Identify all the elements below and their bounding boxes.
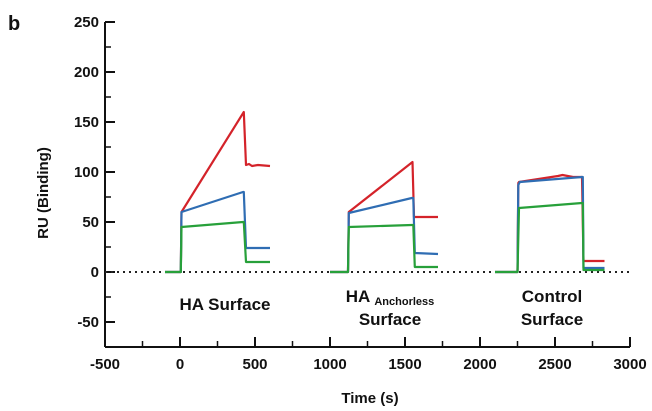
data-series <box>165 110 605 274</box>
y-tick-label: 0 <box>91 264 99 281</box>
x-tick-label: -500 <box>90 356 120 373</box>
y-tick-label: 150 <box>74 114 99 131</box>
blue-sensorgram-line <box>330 196 439 274</box>
y-tick-label: 200 <box>74 64 99 81</box>
blue-sensorgram-line <box>495 175 605 274</box>
green-sensorgram-line <box>495 201 605 274</box>
surface-label: HA Surface <box>179 295 270 314</box>
x-axis-title: Time (s) <box>341 390 398 407</box>
y-tick-label: 50 <box>82 214 99 231</box>
y-tick-label: 100 <box>74 164 99 181</box>
green-sensorgram-line <box>330 223 438 274</box>
surface-label-line2: Surface <box>359 310 421 329</box>
x-tick-label: 0 <box>176 356 184 373</box>
y-tick-label: 250 <box>74 14 99 31</box>
surface-label: HA Anchorless <box>346 287 435 308</box>
red-sensorgram-line <box>495 173 605 274</box>
x-tick-label: 2000 <box>463 356 496 373</box>
surface-label: Control <box>522 287 582 306</box>
surface-label-line2: Surface <box>521 310 583 329</box>
panel-label: b <box>8 13 20 35</box>
y-axis-title: RU (Binding) <box>35 147 52 239</box>
green-sensorgram-line <box>165 220 270 274</box>
y-tick-label: -50 <box>77 314 99 331</box>
red-sensorgram-line <box>330 160 438 274</box>
x-tick-label: 3000 <box>613 356 646 373</box>
surface-annotations: HA Surface HA Anchorless Surface Control Sur… <box>179 287 583 329</box>
x-tick-label: 1500 <box>388 356 421 373</box>
x-tick-label: 500 <box>242 356 267 373</box>
x-tick-label: 2500 <box>538 356 571 373</box>
x-tick-label: 1000 <box>313 356 346 373</box>
